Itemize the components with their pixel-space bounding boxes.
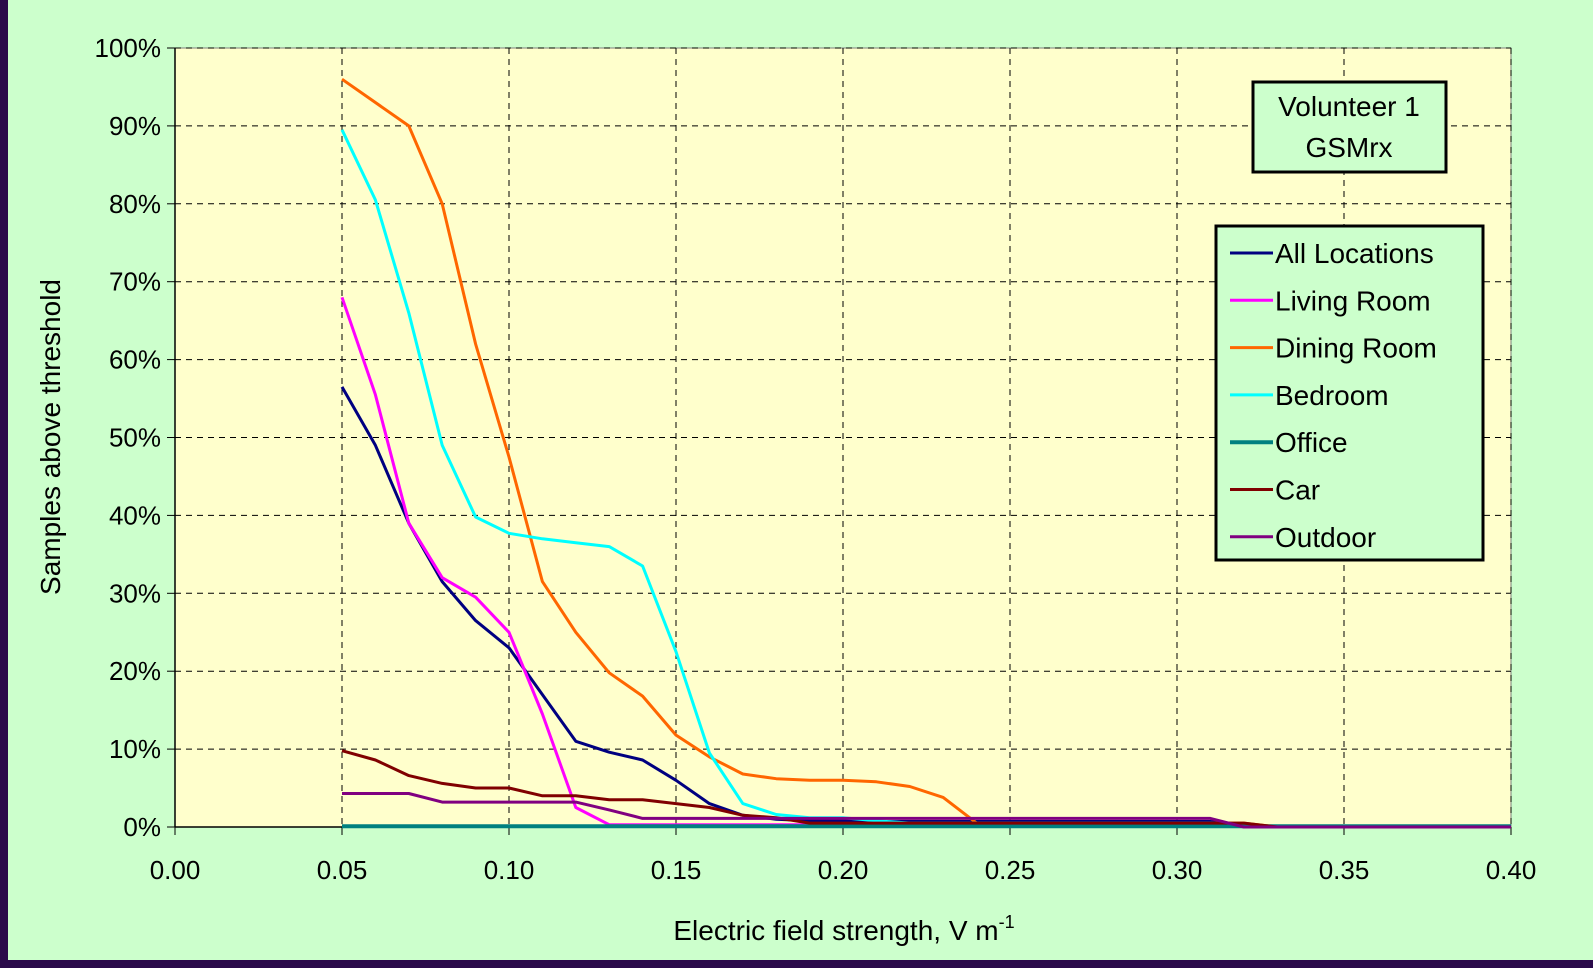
y-tick-label: 20% bbox=[109, 656, 161, 686]
x-axis-label: Electric field strength, V m-1 bbox=[673, 912, 1014, 946]
series-lines bbox=[340, 77, 1511, 829]
legend-item-all-locations: All Locations bbox=[1230, 238, 1434, 269]
legend-box bbox=[1214, 224, 1485, 562]
y-tick-label: 80% bbox=[109, 189, 161, 219]
y-tick-labels: 0% 10% 20% 30% 40% 50% 60% 70% 80% 90% 100% bbox=[95, 33, 162, 842]
annotation-border bbox=[1251, 80, 1448, 174]
legend-item-office: Office bbox=[1230, 427, 1348, 458]
legend-label: Outdoor bbox=[1275, 522, 1376, 553]
x-tick-label: 0.30 bbox=[1152, 855, 1203, 885]
y-tick-label: 0% bbox=[123, 812, 161, 842]
legend-label: Car bbox=[1275, 475, 1320, 506]
y-tick-label: 70% bbox=[109, 267, 161, 297]
legend: All Locations Living Room Dining Room Bedro… bbox=[1214, 224, 1485, 562]
x-tick-label: 0.35 bbox=[1319, 855, 1370, 885]
y-axis-label: Samples above threshold bbox=[35, 279, 66, 595]
legend-item-living-room: Living Room bbox=[1230, 285, 1431, 316]
legend-label: Office bbox=[1275, 427, 1348, 458]
legend-item-outdoor: Outdoor bbox=[1230, 522, 1376, 553]
legend-item-bedroom: Bedroom bbox=[1230, 380, 1389, 411]
line-chart: 0%10%20%30%40%50%60%70%80%90%100% 0.00 0.… bbox=[35, 33, 1537, 946]
annotation-box: Volunteer 1 GSMrx bbox=[1251, 80, 1448, 174]
x-tick-label: 0.05 bbox=[317, 855, 368, 885]
legend-item-dining-room: Dining Room bbox=[1230, 333, 1437, 364]
y-tick-label: 10% bbox=[109, 734, 161, 764]
x-tick-labels: 0.00 0.05 0.10 0.15 0.20 0.25 0.30 0.35 0.40 bbox=[150, 855, 1537, 885]
x-tick-label: 0.15 bbox=[651, 855, 702, 885]
x-tick-label: 0.00 bbox=[150, 855, 201, 885]
annotation-line-2: GSMrx bbox=[1305, 132, 1392, 163]
legend-label: All Locations bbox=[1275, 238, 1434, 269]
annotation-line-1: Volunteer 1 bbox=[1278, 91, 1420, 122]
x-tick-label: 0.20 bbox=[818, 855, 869, 885]
legend-label: Living Room bbox=[1275, 285, 1431, 316]
y-tick-label: 50% bbox=[109, 423, 161, 453]
legend-label: Dining Room bbox=[1275, 333, 1437, 364]
y-tick-label: 30% bbox=[109, 578, 161, 608]
legend-item-car: Car bbox=[1230, 475, 1320, 506]
y-tick-label: 60% bbox=[109, 345, 161, 375]
series-line-outdoor bbox=[342, 792, 1511, 829]
legend-label: Bedroom bbox=[1275, 380, 1389, 411]
x-tick-label: 0.40 bbox=[1486, 855, 1537, 885]
x-axis-label-superscript: -1 bbox=[999, 912, 1015, 932]
y-tick-label: 100% bbox=[95, 33, 162, 63]
x-axis-label-text: Electric field strength, V m bbox=[673, 915, 998, 946]
legend-items: All Locations Living Room Dining Room Bedro… bbox=[1230, 238, 1437, 553]
x-tick-label: 0.25 bbox=[985, 855, 1036, 885]
x-tick-label: 0.10 bbox=[484, 855, 535, 885]
y-tick-label: 40% bbox=[109, 500, 161, 530]
y-tick-label: 90% bbox=[109, 111, 161, 141]
chart-frame: 0% 10% 20% 30% 40% 50% 60% 70% 80% 90% 100% 0.00 0.… bbox=[8, 0, 1593, 960]
